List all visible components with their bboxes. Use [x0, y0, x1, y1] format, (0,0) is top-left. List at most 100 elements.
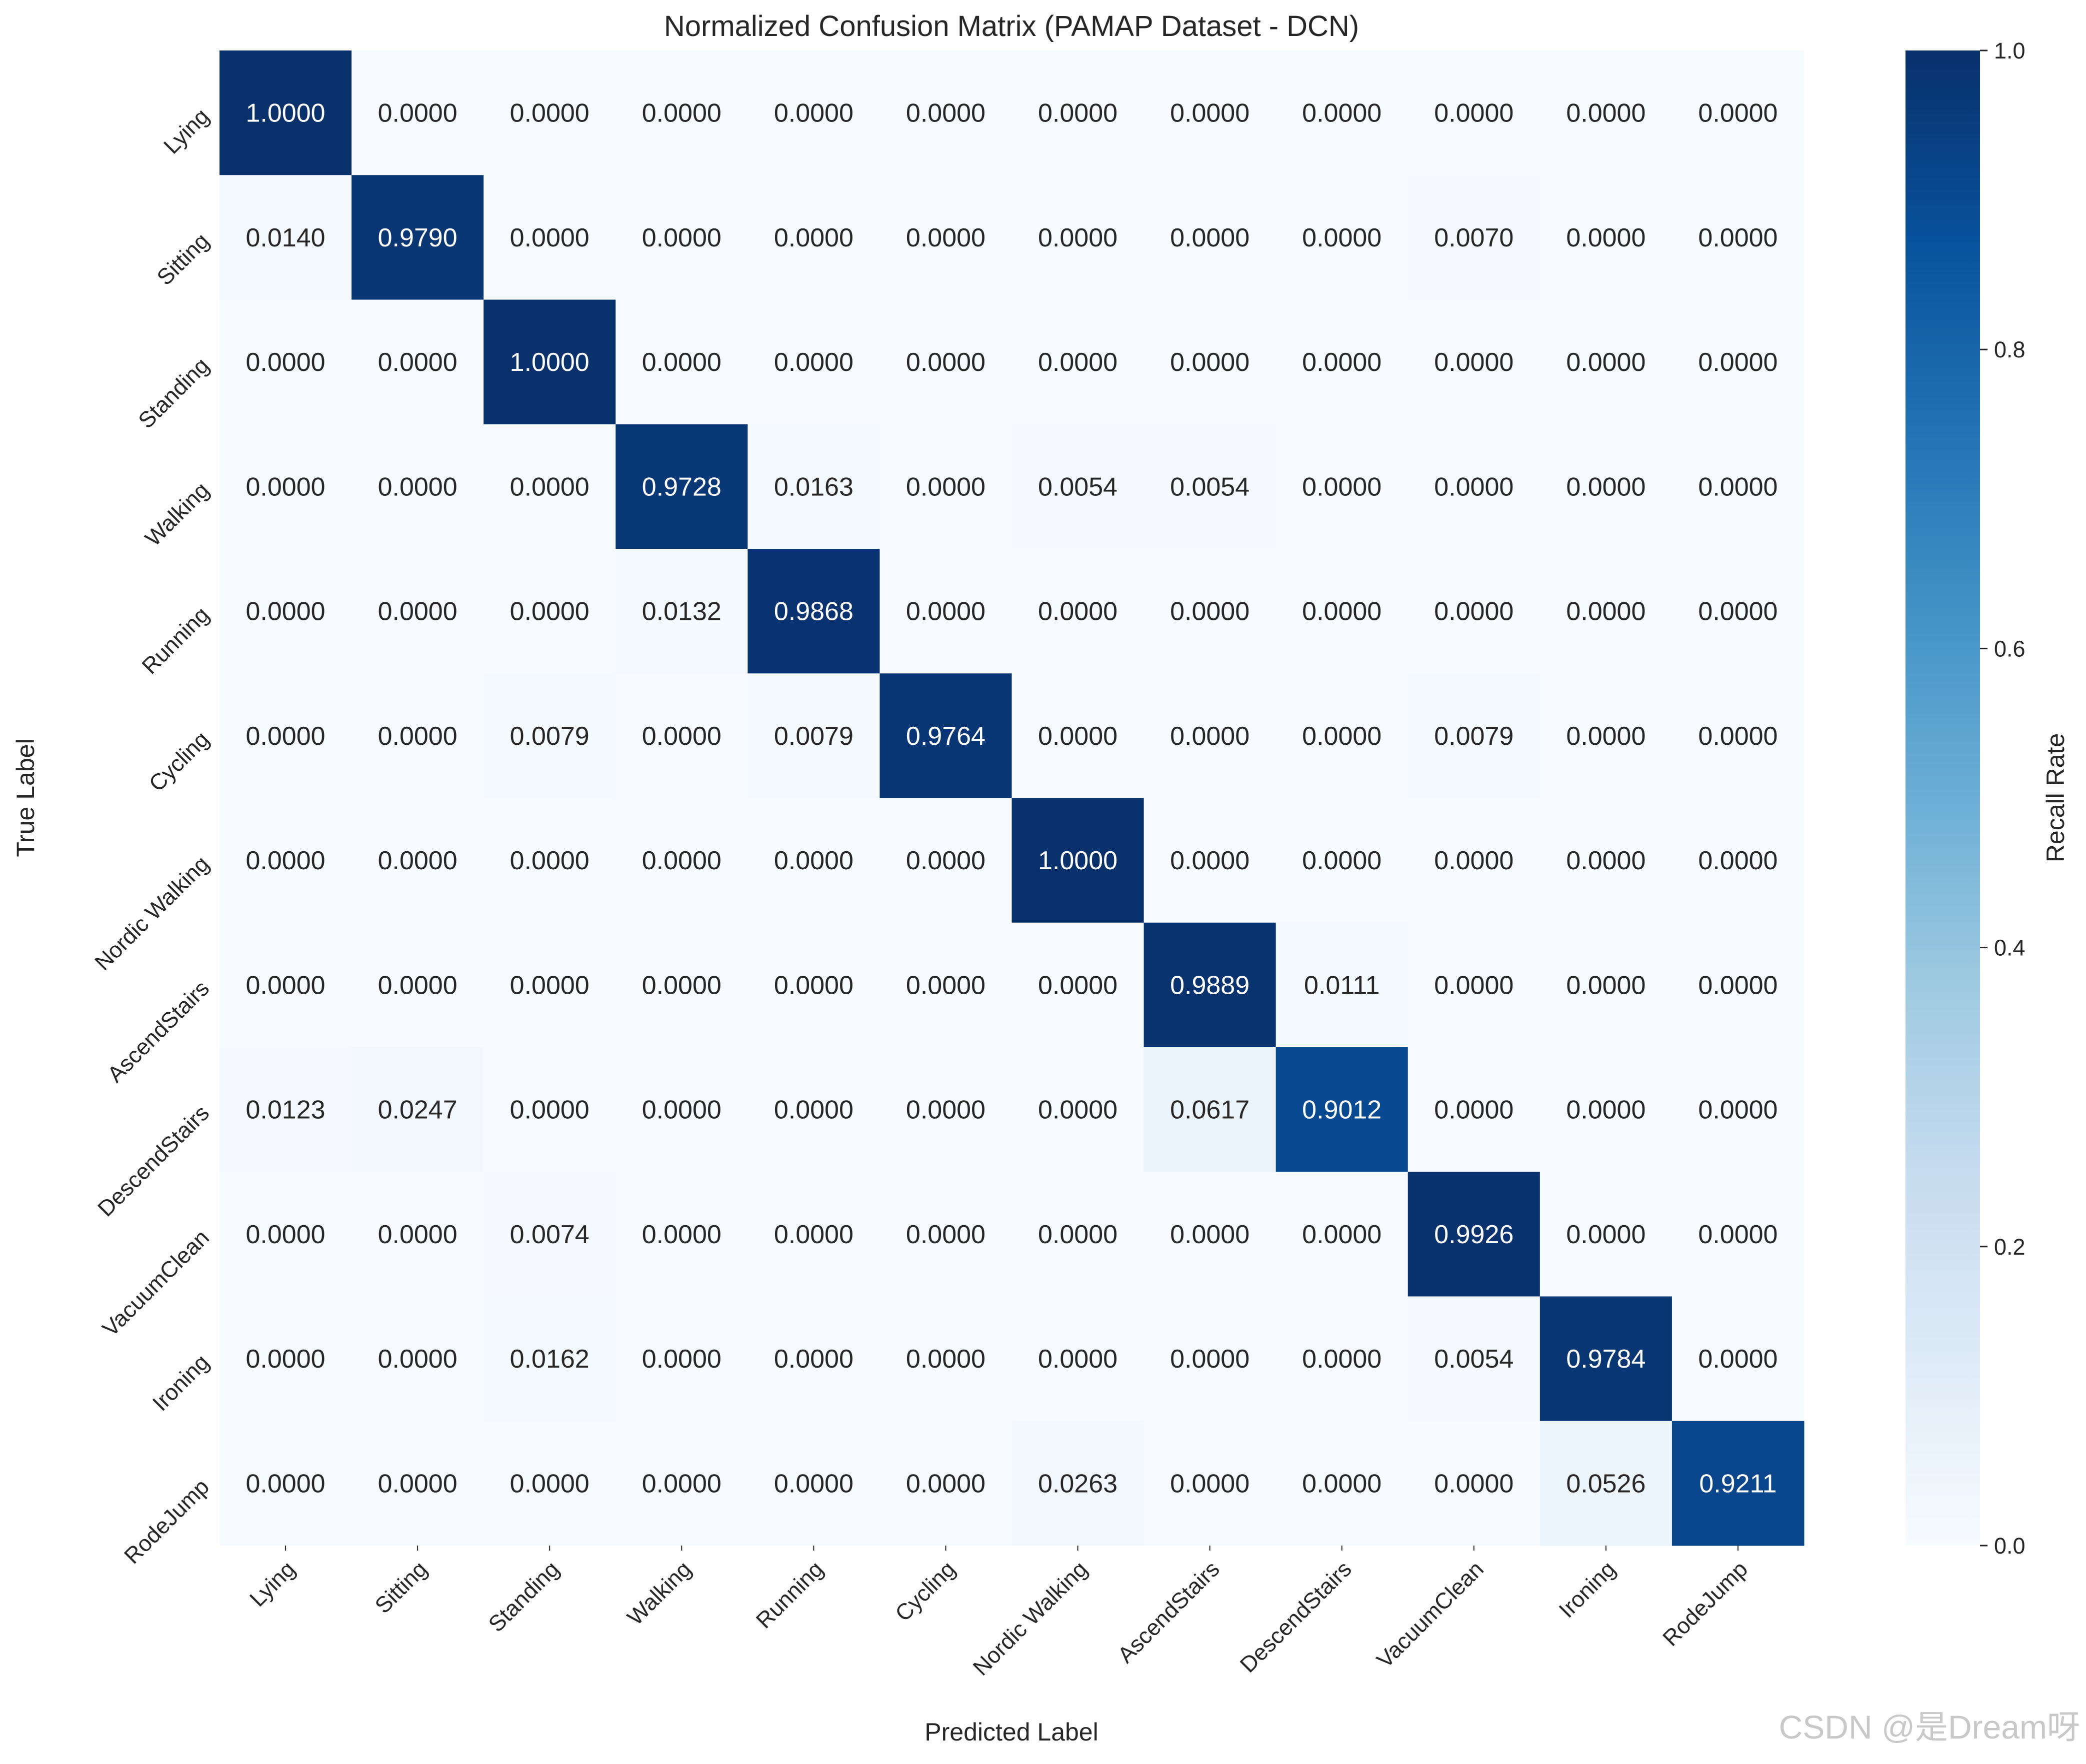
- heatmap-cell: [1672, 1421, 1804, 1546]
- heatmap-cell: [616, 175, 748, 300]
- heatmap-cell: [484, 1172, 616, 1297]
- cell-value-label: 0.0000: [642, 1345, 722, 1374]
- heatmap-cell: [1276, 798, 1408, 923]
- heatmap-cell: [220, 424, 352, 549]
- cell-value-label: 0.0000: [1566, 971, 1646, 1000]
- heatmap-cell: [352, 798, 484, 923]
- cell-value-label: 0.9790: [378, 223, 458, 252]
- heatmap-cell: [880, 798, 1012, 923]
- cell-value-label: 0.0000: [1170, 348, 1250, 377]
- chart-title: Normalized Confusion Matrix (PAMAP Datas…: [664, 10, 1359, 42]
- heatmap-cell: [748, 1172, 880, 1297]
- heatmap-cell: [1276, 922, 1408, 1048]
- heatmap-cell: [1276, 1047, 1408, 1172]
- heatmap-cell: [748, 673, 880, 798]
- x-tick-label: Cycling: [890, 1556, 960, 1626]
- cell-value-label: 0.0000: [1566, 348, 1646, 377]
- heatmap-cell: [1540, 424, 1672, 549]
- heatmap-cell: [1540, 798, 1672, 923]
- heatmap-cell: [748, 50, 880, 175]
- heatmap-cell: [1012, 1421, 1144, 1546]
- cell-value-label: 0.0000: [1698, 1096, 1778, 1125]
- cell-value-label: 0.0000: [1698, 1345, 1778, 1374]
- cell-value-label: 0.0247: [378, 1096, 458, 1125]
- cell-value-label: 0.0000: [774, 348, 854, 377]
- heatmap-cell: [1144, 673, 1276, 798]
- heatmap-cell: [220, 549, 352, 674]
- y-tick-label: AscendStairs: [102, 975, 214, 1087]
- cell-value-label: 0.0079: [1434, 722, 1514, 751]
- heatmap-cell: [1672, 1296, 1804, 1422]
- cell-value-label: 0.0162: [510, 1345, 590, 1374]
- heatmap-cell: [1540, 673, 1672, 798]
- heatmap-cell: [616, 922, 748, 1048]
- cell-value-label: 0.0000: [774, 846, 854, 875]
- heatmap-cell: [1276, 424, 1408, 549]
- cell-value-label: 0.0000: [378, 597, 458, 626]
- cell-value-label: 0.0000: [1566, 846, 1646, 875]
- x-tick-label: VacuumClean: [1372, 1556, 1488, 1673]
- heatmap-cell: [1408, 1296, 1540, 1422]
- cell-value-label: 0.0111: [1304, 971, 1380, 1000]
- cell-value-label: 0.0000: [1698, 846, 1778, 875]
- heatmap-cell: [1012, 673, 1144, 798]
- heatmap-cell: [484, 798, 616, 923]
- cell-value-label: 1.0000: [1038, 846, 1118, 875]
- cell-value-label: 0.0000: [246, 1345, 326, 1374]
- heatmap-cell: [1408, 549, 1540, 674]
- cell-value-label: 0.0000: [1566, 472, 1646, 501]
- heatmap-cell: [748, 299, 880, 425]
- cell-value-label: 0.0000: [510, 223, 590, 252]
- heatmap-cell: [484, 424, 616, 549]
- cell-value-label: 0.0000: [1698, 1220, 1778, 1249]
- heatmap-cell: [1540, 50, 1672, 175]
- heatmap-cell: [1276, 1172, 1408, 1297]
- cell-value-label: 0.0000: [246, 846, 326, 875]
- cell-value-label: 0.0000: [1038, 99, 1118, 128]
- y-tick-label: Ironing: [148, 1349, 214, 1416]
- heatmap-cell: [1144, 922, 1276, 1048]
- cell-value-label: 0.0000: [1566, 1096, 1646, 1125]
- heatmap-cell: [616, 1047, 748, 1172]
- heatmap-cell: [1012, 175, 1144, 300]
- cell-value-label: 0.0132: [642, 597, 722, 626]
- cell-value-label: 0.0000: [906, 1345, 986, 1374]
- heatmap-cell: [1540, 175, 1672, 300]
- heatmap-cell: [616, 299, 748, 425]
- heatmap-cell: [748, 175, 880, 300]
- cell-value-label: 0.0000: [906, 846, 986, 875]
- heatmap-cell: [220, 1296, 352, 1422]
- y-tick-label: Standing: [133, 352, 214, 433]
- heatmap-cell: [616, 798, 748, 923]
- heatmap-cell: [1408, 50, 1540, 175]
- heatmap-cell: [1144, 1047, 1276, 1172]
- heatmap-cell: [1540, 1047, 1672, 1172]
- y-tick-labels: Lying Sitting Standing Walking Running Cyclin…: [90, 103, 214, 1569]
- cell-value-label: 0.0000: [642, 348, 722, 377]
- y-tick-label: Running: [136, 602, 214, 679]
- colorbar-tick-label: 0.0: [1994, 1533, 2026, 1559]
- heatmap-cell: [880, 50, 1012, 175]
- heatmap-cell: [484, 1047, 616, 1172]
- cell-value-label: 0.0000: [246, 1220, 326, 1249]
- cell-value-label: 0.0000: [774, 223, 854, 252]
- cell-value-label: 0.0000: [510, 99, 590, 128]
- heatmap-cell: [748, 922, 880, 1048]
- heatmap-cell: [484, 549, 616, 674]
- cell-value-label: 0.0000: [378, 472, 458, 501]
- cell-value-label: 0.0000: [510, 1096, 590, 1125]
- heatmap-cell: [880, 299, 1012, 425]
- heatmap-cell: [1672, 424, 1804, 549]
- heatmap-cell: [352, 299, 484, 425]
- cell-value-label: 0.9784: [1566, 1345, 1646, 1374]
- heatmap-cell: [880, 1172, 1012, 1297]
- x-tick-label: Sitting: [370, 1556, 432, 1619]
- cell-value-label: 0.0000: [906, 1469, 986, 1498]
- heatmap-cell: [1276, 1421, 1408, 1546]
- cell-value-label: 0.0000: [1698, 348, 1778, 377]
- cell-value-label: 0.0000: [1170, 597, 1250, 626]
- cell-value-label: 0.9868: [774, 597, 854, 626]
- cell-value-label: 0.0000: [906, 971, 986, 1000]
- x-tick-label: AscendStairs: [1112, 1556, 1224, 1668]
- cell-value-label: 0.0000: [510, 472, 590, 501]
